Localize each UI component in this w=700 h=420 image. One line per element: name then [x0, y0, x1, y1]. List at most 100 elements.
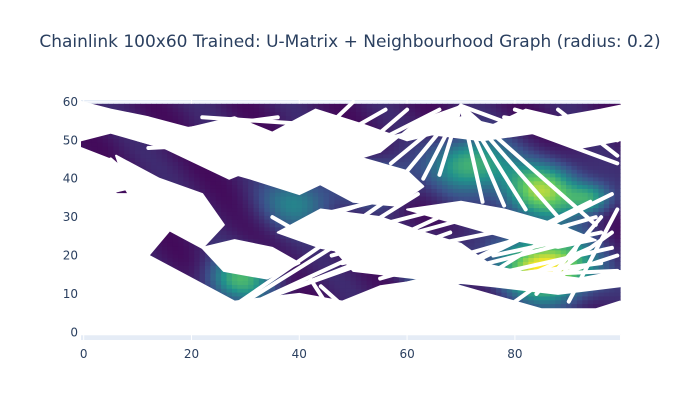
heatmap-cell — [463, 153, 470, 159]
heatmap-cell — [603, 176, 610, 182]
heatmap-cell — [496, 169, 503, 174]
heatmap-cell — [199, 268, 206, 274]
heatmap-cell — [501, 157, 508, 163]
heatmap-cell — [582, 272, 589, 278]
heatmap-cell — [226, 196, 233, 201]
heatmap-cell — [285, 249, 292, 255]
heatmap-cell — [479, 165, 486, 170]
heatmap-cell — [506, 207, 513, 212]
heatmap-cell — [614, 230, 621, 235]
heatmap-cell — [425, 149, 432, 155]
heatmap-cell — [469, 184, 476, 189]
heatmap-cell — [490, 288, 497, 293]
heatmap-cell — [539, 257, 546, 262]
heatmap-cell — [539, 295, 546, 301]
heatmap-cell — [582, 169, 589, 174]
heatmap-cell — [248, 219, 255, 224]
heatmap-cell — [603, 242, 610, 247]
heatmap-cell — [614, 149, 621, 155]
heatmap-cell — [582, 188, 589, 193]
heatmap-cell — [323, 203, 330, 209]
heatmap-cell — [275, 245, 282, 251]
heatmap-cell — [609, 176, 616, 182]
heatmap-cell — [113, 157, 120, 163]
heatmap-cell — [442, 180, 449, 186]
heatmap-cell — [528, 299, 535, 305]
heatmap-cell — [323, 188, 330, 193]
heatmap-cell — [522, 299, 529, 305]
heatmap-cell — [598, 253, 605, 259]
heatmap-cell — [140, 146, 147, 151]
heatmap-cell — [188, 242, 195, 247]
heatmap-cell — [312, 280, 319, 285]
heatmap-cell — [533, 199, 540, 205]
heatmap-cell — [452, 157, 459, 163]
heatmap-cell — [479, 146, 486, 151]
heatmap-cell — [291, 245, 298, 251]
heatmap-cell — [253, 284, 260, 289]
heatmap-cell — [474, 230, 481, 235]
heatmap-cell — [301, 257, 308, 262]
heatmap-cell — [102, 146, 109, 151]
heatmap-cell — [253, 203, 260, 209]
heatmap-cell — [555, 303, 562, 308]
heatmap-cell — [452, 180, 459, 186]
heatmap-cell — [425, 230, 432, 235]
heatmap-cell — [587, 176, 594, 182]
heatmap-cell — [226, 292, 233, 297]
heatmap-cell — [366, 276, 373, 282]
heatmap-cell — [485, 157, 492, 163]
heatmap-cell — [204, 268, 211, 274]
heatmap-cell — [609, 292, 616, 297]
heatmap-cell — [129, 153, 136, 159]
heatmap-cell — [501, 146, 508, 151]
heatmap-cell — [393, 153, 400, 159]
heatmap-cell — [404, 219, 411, 224]
heatmap-cell — [345, 295, 352, 301]
heatmap-cell — [544, 188, 551, 193]
heatmap-cell — [269, 288, 276, 293]
heatmap-cell — [442, 146, 449, 151]
heatmap-cell — [447, 222, 454, 228]
heatmap-cell — [178, 180, 185, 186]
heatmap-cell — [81, 142, 87, 147]
heatmap-cell — [609, 161, 616, 166]
heatmap-cell — [463, 230, 470, 235]
heatmap-cell — [566, 188, 573, 193]
heatmap-cell — [248, 207, 255, 212]
heatmap-cell — [587, 292, 594, 297]
heatmap-cell — [269, 196, 276, 201]
heatmap-cell — [458, 230, 465, 235]
heatmap-cell — [237, 211, 244, 216]
heatmap-cell — [576, 196, 583, 201]
heatmap-cell — [167, 169, 174, 174]
heatmap-cell — [210, 284, 217, 289]
heatmap-cell — [512, 295, 519, 301]
heatmap-cell — [210, 276, 217, 282]
heatmap-cell — [204, 265, 211, 270]
heatmap-cell — [382, 149, 389, 155]
heatmap-cell — [269, 188, 276, 193]
heatmap-cell — [587, 192, 594, 197]
heatmap-cell — [275, 226, 282, 232]
heatmap-cell — [204, 188, 211, 193]
heatmap-cell — [566, 161, 573, 166]
heatmap-cell — [469, 142, 476, 147]
heatmap-cell — [609, 238, 616, 243]
heatmap-cell — [431, 142, 438, 147]
heatmap-cell — [86, 142, 93, 147]
heatmap-cell — [275, 211, 282, 216]
heatmap-cell — [167, 230, 174, 235]
heatmap-cell — [140, 165, 147, 170]
heatmap-cell — [582, 184, 589, 189]
heatmap-cell — [566, 165, 573, 170]
heatmap-cell — [522, 188, 529, 193]
heatmap-cell — [307, 261, 314, 266]
heatmap-cell — [296, 245, 303, 251]
heatmap-cell — [571, 153, 578, 159]
heatmap-cell — [215, 288, 222, 293]
heatmap-cell — [91, 149, 98, 155]
heatmap-cell — [264, 219, 271, 224]
heatmap-cell — [436, 176, 443, 182]
